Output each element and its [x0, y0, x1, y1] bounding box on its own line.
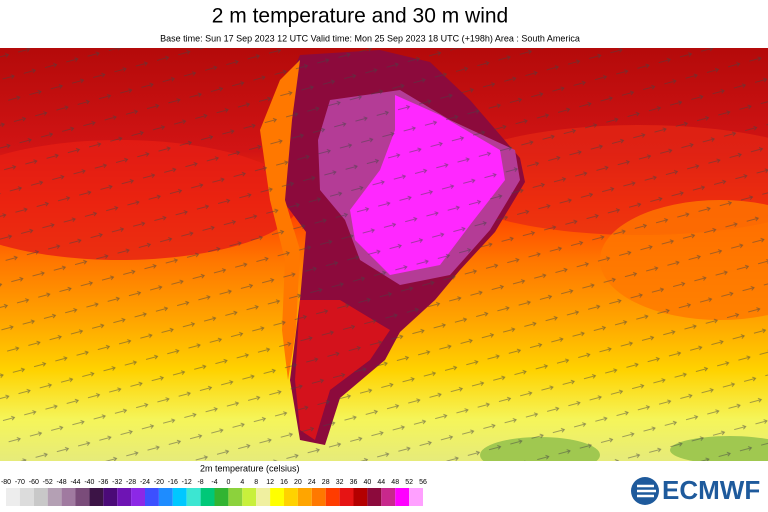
colorbar-box — [214, 488, 229, 506]
colorbar-tick-label: -40 — [84, 479, 94, 486]
colorbar-box — [47, 488, 62, 506]
colorbar-tick-label: 52 — [405, 479, 413, 486]
logo-text: ECMWF — [662, 475, 760, 505]
colorbar-tick-label: -44 — [70, 479, 80, 486]
colorbar-box — [367, 488, 382, 506]
colorbar-tick-label: -52 — [43, 479, 53, 486]
colorbar-box — [6, 488, 20, 506]
legend-label: 2m temperature (celsius) — [200, 463, 300, 473]
colorbar-tick-label: -36 — [98, 479, 108, 486]
colorbar-tick-label: -24 — [140, 479, 150, 486]
colorbar-tick-label: -28 — [126, 479, 136, 486]
colorbar-box — [339, 488, 354, 506]
colorbar-tick-label: 12 — [266, 479, 274, 486]
colorbar-box — [228, 488, 243, 506]
colorbar-box — [158, 488, 173, 506]
colorbar-box — [131, 488, 145, 506]
colorbar-box — [145, 488, 159, 506]
colorbar-box — [242, 488, 257, 506]
colorbar-box — [381, 488, 396, 506]
colorbar-box — [117, 488, 132, 506]
colorbar-tick-label: 40 — [364, 479, 372, 486]
colorbar-tick-label: 56 — [419, 479, 427, 486]
colorbar-tick-label: 20 — [294, 479, 302, 486]
colorbar-box — [172, 488, 187, 506]
title: 2 m temperature and 30 m wind — [212, 5, 508, 28]
colorbar-box — [395, 488, 410, 506]
subtitle: Base time: Sun 17 Sep 2023 12 UTC Valid … — [160, 33, 580, 43]
colorbar-box — [270, 488, 284, 506]
logo: ECMWF — [631, 475, 760, 505]
colorbar-box — [33, 488, 48, 506]
colorbar-box — [89, 488, 104, 506]
colorbar-tick-label: 8 — [254, 479, 258, 486]
colorbar-tick-label: -16 — [168, 479, 178, 486]
colorbar-tick-label: -80 — [1, 479, 11, 486]
colorbar-tick-label: 44 — [377, 479, 385, 486]
colorbar-tick-label: -20 — [154, 479, 164, 486]
colorbar-tick-label: 48 — [391, 479, 399, 486]
colorbar-box — [311, 488, 326, 506]
colorbar-tick-label: -60 — [29, 479, 39, 486]
colorbar-box — [61, 488, 76, 506]
colorbar-tick-label: 32 — [336, 479, 344, 486]
colorbar-tick-label: 4 — [240, 479, 244, 486]
colorbar-box — [75, 488, 90, 506]
colorbar-tick-label: -12 — [182, 479, 192, 486]
colorbar-box — [256, 488, 271, 506]
colorbar-tick-label: 28 — [322, 479, 330, 486]
colorbar-tick-label: -8 — [197, 479, 203, 486]
colorbar-box — [200, 488, 215, 506]
colorbar-box — [325, 488, 340, 506]
colorbar-box — [284, 488, 298, 506]
colorbar-tick-label: -48 — [57, 479, 67, 486]
colorbar-tick-label: 36 — [350, 479, 358, 486]
colorbar-tick-label: -4 — [211, 479, 217, 486]
colorbar-tick-label: -32 — [112, 479, 122, 486]
colorbar-box — [409, 488, 423, 506]
colorbar-tick-label: -70 — [15, 479, 25, 486]
map — [0, 48, 768, 461]
colorbar-box — [103, 488, 118, 506]
colorbar-box — [353, 488, 368, 506]
colorbar-tick-label: 16 — [280, 479, 288, 486]
colorbar-box — [19, 488, 34, 506]
colorbar-tick-label: 0 — [226, 479, 230, 486]
colorbar: -80 -70 -60 -52 -48 -44 -40 -36 -32 -28 -24 -20 -16-… — [1, 479, 427, 506]
colorbar-box — [297, 488, 312, 506]
colorbar-tick-label: 24 — [308, 479, 316, 486]
colorbar-box — [186, 488, 201, 506]
